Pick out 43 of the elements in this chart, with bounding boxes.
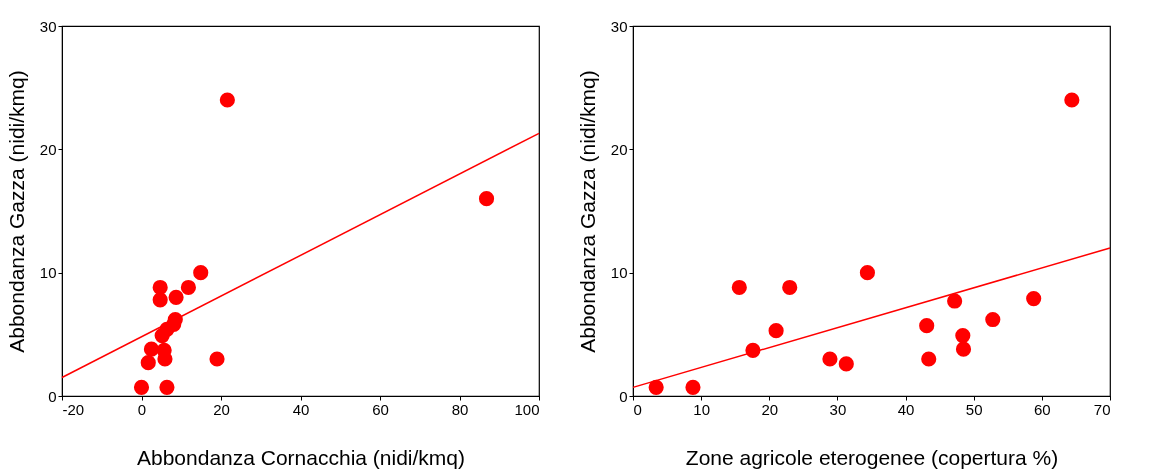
x-tick-label: 0 [137, 400, 147, 418]
point [1064, 92, 1080, 108]
point [838, 356, 854, 372]
x-tick-label: 60 [1034, 400, 1051, 418]
x-tick-label: 50 [965, 400, 983, 418]
point [921, 351, 937, 367]
x-axis-title: Zone agricole eterogenee (copertura %) [685, 445, 1059, 469]
y-tick-label: 0 [48, 387, 57, 405]
point [955, 341, 972, 357]
point [1026, 291, 1042, 307]
y-tick-label: 30 [39, 17, 57, 35]
y-tick-label: 0 [619, 387, 628, 405]
x-tick-label: -20 [62, 400, 85, 418]
x-tick-label: 60 [372, 400, 389, 418]
point [782, 279, 798, 296]
point [985, 311, 1001, 328]
y-axis-title: Abbondanza Gazza (nidi/kmq) [4, 70, 28, 353]
y-axis-title: Abbondanza Gazza (nidi/kmq) [575, 70, 599, 353]
point [822, 351, 838, 367]
point [947, 293, 963, 309]
point [859, 265, 875, 281]
y-tick-label: 20 [610, 140, 628, 158]
x-axis-title: Abbondanza Cornacchia (nidi/kmq) [136, 445, 466, 469]
x-tick-label: 100 [514, 400, 540, 418]
x-tick-label: 30 [829, 400, 847, 418]
y-tick-label: 20 [39, 140, 57, 158]
point [685, 379, 701, 395]
point [768, 323, 784, 339]
x-tick-label: 70 [1093, 400, 1111, 418]
x-tick-label: 0 [633, 400, 642, 418]
point [731, 279, 747, 296]
y-tick-label: 10 [610, 264, 628, 282]
x-tick-label: 20 [761, 400, 779, 418]
y-tick-label: 10 [39, 264, 57, 282]
x-tick-label: 40 [292, 400, 310, 418]
y-tick-label: 30 [610, 17, 628, 35]
x-tick-label: 80 [451, 400, 469, 418]
x-tick-label: 10 [693, 400, 710, 418]
point [648, 379, 664, 395]
point [955, 328, 971, 344]
point [919, 318, 935, 334]
x-tick-label: 20 [213, 400, 230, 418]
x-tick-label: 40 [897, 400, 915, 418]
